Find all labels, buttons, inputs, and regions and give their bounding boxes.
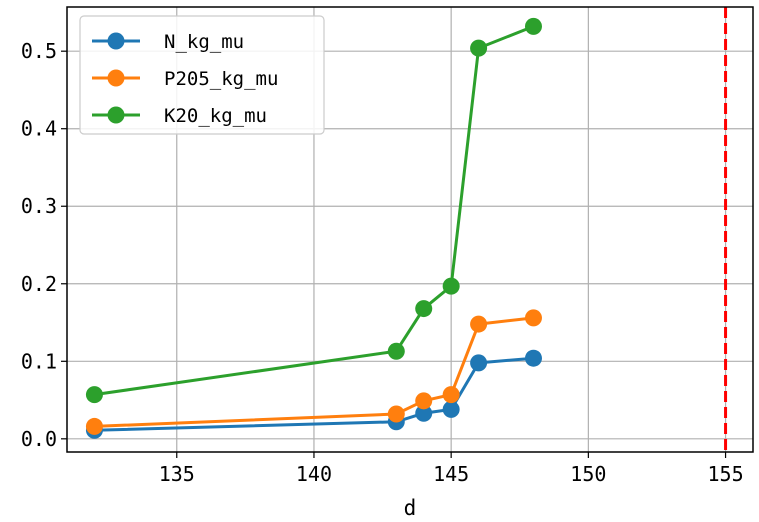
- y-tick-label: 0.0: [21, 427, 57, 451]
- series-line: [94, 316, 534, 428]
- data-point: [470, 354, 488, 372]
- data-point: [415, 300, 433, 318]
- y-axis-ticks: 0.0 0.1 0.2 0.3 0.4 0.5: [21, 39, 67, 451]
- legend: N_kg_mu P205_kg_mu K20_kg_mu: [79, 15, 325, 135]
- data-point: [387, 342, 405, 360]
- series-line: [94, 24, 535, 397]
- x-tick-label: 140: [296, 462, 332, 486]
- data-point: [524, 349, 542, 367]
- y-tick-label: 0.2: [21, 272, 57, 296]
- data-point: [524, 17, 542, 35]
- y-tick-label: 0.5: [21, 39, 57, 63]
- legend-label: N_kg_mu: [164, 31, 244, 53]
- data-point: [470, 39, 488, 57]
- x-tick-label: 155: [707, 462, 743, 486]
- x-tick-label: 135: [159, 462, 195, 486]
- data-point: [415, 404, 433, 422]
- data-point: [442, 400, 460, 418]
- data-point: [442, 386, 460, 404]
- data-point: [85, 417, 103, 435]
- legend-label: P205_kg_mu: [164, 68, 278, 90]
- x-axis-label: d: [404, 496, 417, 520]
- legend-marker: [107, 32, 125, 50]
- data-point: [470, 315, 488, 333]
- data-point: [387, 405, 405, 423]
- series-group: [85, 17, 542, 439]
- y-tick-label: 0.1: [21, 349, 57, 373]
- data-point: [85, 386, 103, 404]
- legend-label: K20_kg_mu: [164, 105, 267, 127]
- x-tick-label: 145: [433, 462, 469, 486]
- x-tick-label: 150: [570, 462, 606, 486]
- legend-marker: [107, 106, 125, 124]
- legend-marker: [107, 69, 125, 87]
- y-tick-label: 0.4: [21, 117, 57, 141]
- x-axis-ticks: 135 140 145 150 155: [159, 452, 744, 486]
- data-point: [442, 277, 460, 295]
- legend-box: [79, 15, 325, 135]
- data-point: [415, 392, 433, 410]
- y-tick-label: 0.3: [21, 194, 57, 218]
- plot-frame: [66, 6, 754, 453]
- series-line: [94, 356, 534, 432]
- data-point: [524, 309, 542, 327]
